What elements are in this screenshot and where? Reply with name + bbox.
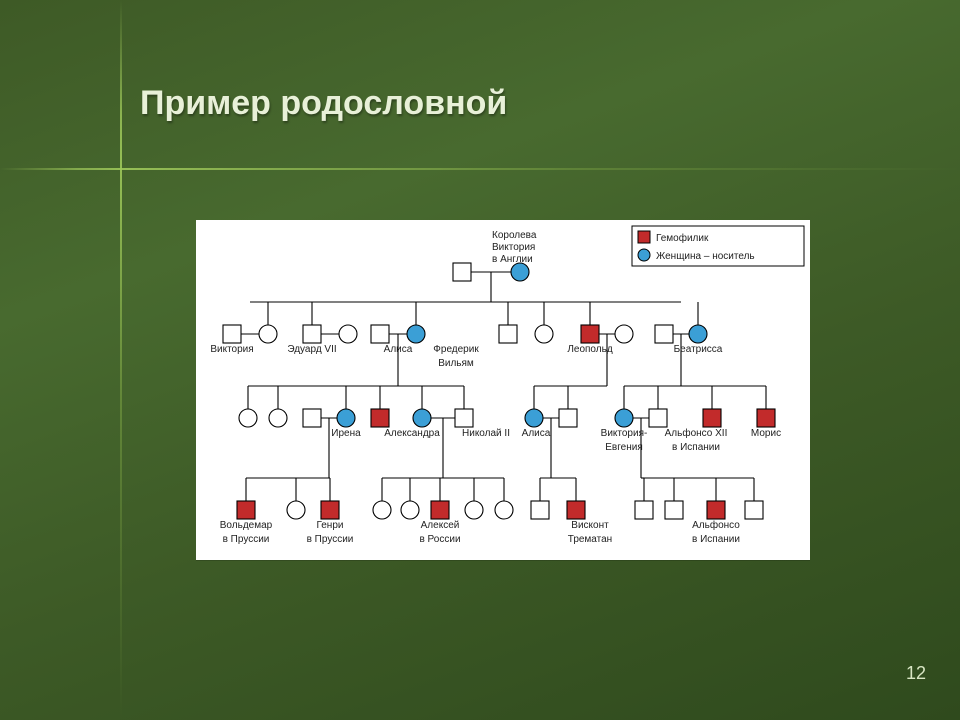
svg-text:в Пруссии: в Пруссии [307,534,354,545]
svg-text:в Испании: в Испании [692,534,740,545]
svg-text:Виктория: Виктория [210,344,253,355]
svg-text:Виктория: Виктория [492,242,535,253]
svg-text:Леопольд: Леопольд [567,344,612,355]
svg-text:Вольдемар: Вольдемар [220,520,273,531]
svg-text:Евгения: Евгения [605,442,643,453]
svg-text:Королева: Королева [492,230,537,241]
svg-text:Гемофилик: Гемофилик [656,232,709,244]
page-number: 12 [906,663,926,684]
svg-text:Николай II: Николай II [462,428,510,439]
svg-text:Беатрисса: Беатрисса [674,344,723,355]
svg-text:Альфонсо: Альфонсо [692,519,740,531]
svg-text:Виктория-: Виктория- [601,428,648,439]
crosshair-h [0,168,960,170]
svg-text:Ирена: Ирена [331,428,361,439]
pedigree-svg: Виктория Эдуард VII Алиса Фредерик Вильям Лео… [196,220,810,560]
svg-text:Фредерик: Фредерик [433,344,479,355]
svg-text:Александра: Александра [384,428,440,439]
svg-text:в России: в России [419,534,460,545]
svg-text:Вильям: Вильям [438,358,474,369]
pedigree-diagram: Виктория Эдуард VII Алиса Фредерик Вильям Лео… [196,220,810,560]
slide: Пример родословной 12 Виктория Эдуард VII… [0,0,960,720]
svg-text:Трематан: Трематан [568,534,612,545]
svg-text:Генри: Генри [317,520,344,531]
svg-text:Морис: Морис [751,428,781,439]
svg-text:Женщина – носитель: Женщина – носитель [656,251,755,262]
svg-text:Алексей: Алексей [421,520,460,531]
svg-text:Алиса: Алиса [384,344,413,355]
svg-text:в Испании: в Испании [672,442,720,453]
crosshair-v [120,0,122,720]
svg-text:Эдуард VII: Эдуард VII [287,344,336,355]
svg-text:Алиса: Алиса [522,428,551,439]
slide-title: Пример родословной [140,84,507,123]
svg-text:Висконт: Висконт [571,520,609,531]
svg-text:в Англии: в Англии [492,254,533,265]
svg-text:в Пруссии: в Пруссии [223,534,270,545]
svg-text:Альфонсо XII: Альфонсо XII [665,427,728,439]
